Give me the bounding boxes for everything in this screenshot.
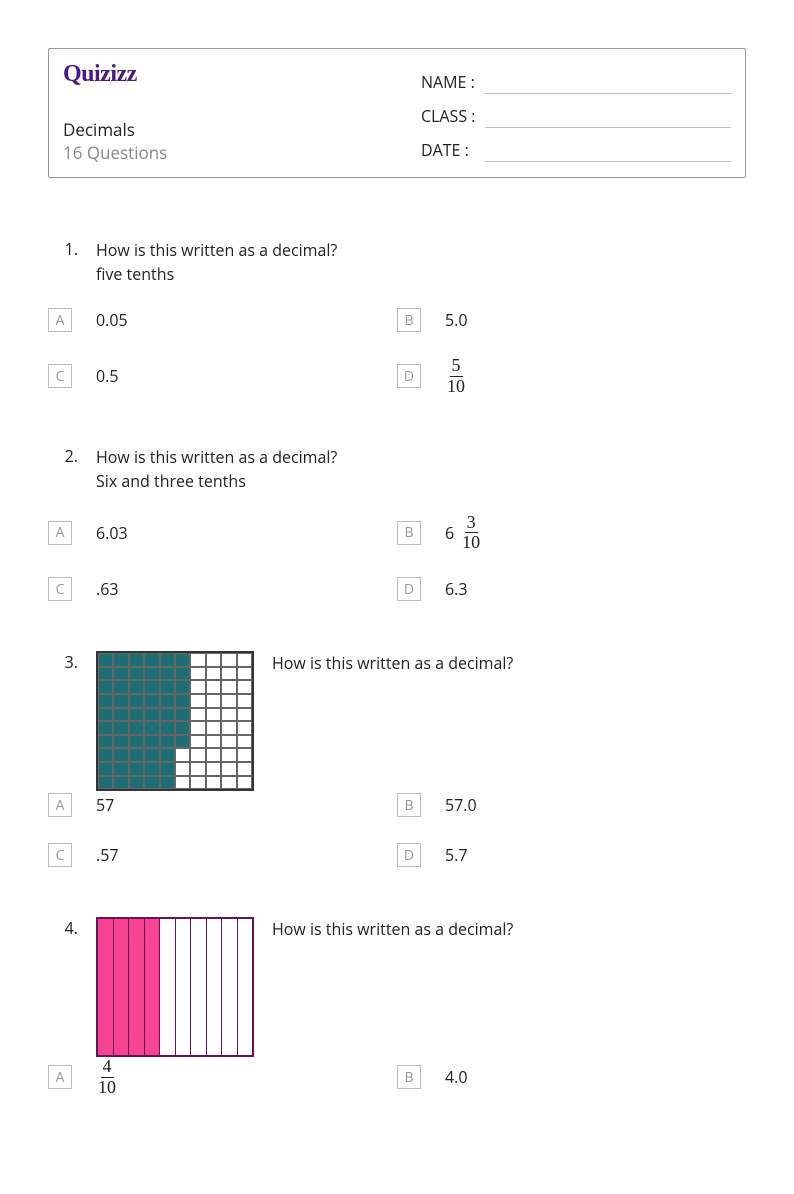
question-body: How is this written as a decimal? xyxy=(96,651,746,791)
answer-letter: D xyxy=(397,843,421,867)
answer-option[interactable]: B 6310 xyxy=(397,513,746,554)
answer-option[interactable]: A 0.05 xyxy=(48,306,397,334)
answer-text: 57.0 xyxy=(445,794,477,816)
answer-option[interactable]: C 0.5 xyxy=(48,356,397,397)
question: 3. How is this written as a decimal? A 57 B 5… xyxy=(48,651,746,891)
header-box: Quizizz Decimals 16 Questions NAME : CLAS… xyxy=(48,48,746,178)
answer-option[interactable]: B 57.0 xyxy=(397,791,746,819)
question-image xyxy=(96,917,254,1057)
answer-letter: A xyxy=(48,1065,72,1089)
question-number: 1. xyxy=(48,238,96,306)
question-body: How is this written as a decimal?five te… xyxy=(96,238,746,306)
field-row: CLASS : xyxy=(421,99,731,133)
fraction: 410 xyxy=(96,1057,118,1098)
answer-letter: B xyxy=(397,1065,421,1089)
answers: A 6.03 B 6310 C .63 D 6.3 xyxy=(48,513,746,626)
answer-letter: D xyxy=(397,364,421,388)
fraction: 510 xyxy=(445,356,467,397)
answer-letter: A xyxy=(48,308,72,332)
answers: A 0.05 B 5.0 C 0.5 D 510 xyxy=(48,306,746,419)
answer-option[interactable]: B 5.0 xyxy=(397,306,746,334)
question-number: 4. xyxy=(48,917,96,1057)
answer-letter: A xyxy=(48,521,72,545)
question: 2.How is this written as a decimal?Six a… xyxy=(48,445,746,626)
answer-text: .63 xyxy=(96,578,119,600)
question-text: How is this written as a decimal? xyxy=(272,917,513,1037)
answer-letter: B xyxy=(397,793,421,817)
answer-option[interactable]: C .57 xyxy=(48,841,397,869)
logo: Quizizz xyxy=(63,61,421,88)
answer-text: 6.3 xyxy=(445,578,468,600)
field-label: NAME : xyxy=(421,71,481,93)
answer-option[interactable]: D 510 xyxy=(397,356,746,397)
question-body: How is this written as a decimal?Six and… xyxy=(96,445,746,513)
question-number: 3. xyxy=(48,651,96,791)
answer-option[interactable]: C .63 xyxy=(48,575,397,603)
answer-text: 4.0 xyxy=(445,1066,468,1088)
field-row: NAME : xyxy=(421,65,731,99)
answer-letter: A xyxy=(48,793,72,817)
field-line[interactable] xyxy=(485,104,731,128)
question: 4. How is this written as a decimal? A 410 B… xyxy=(48,917,746,1120)
question-body: How is this written as a decimal? xyxy=(96,917,746,1057)
question-text: How is this written as a decimal? xyxy=(272,651,513,771)
answer-letter: D xyxy=(397,577,421,601)
field-label: DATE : xyxy=(421,139,481,161)
answer-option[interactable]: A 6.03 xyxy=(48,513,397,554)
answer-text: 5.0 xyxy=(445,309,468,331)
answer-option[interactable]: A 410 xyxy=(48,1057,397,1098)
answer-option[interactable]: A 57 xyxy=(48,791,397,819)
answers: A 410 B 4.0 xyxy=(48,1057,746,1120)
answer-letter: C xyxy=(48,843,72,867)
question-number: 2. xyxy=(48,445,96,513)
questions-container: 1.How is this written as a decimal?five … xyxy=(48,238,746,1120)
answer-text: 0.05 xyxy=(96,309,128,331)
field-row: DATE : xyxy=(421,133,731,167)
answer-option[interactable]: B 4.0 xyxy=(397,1057,746,1098)
quiz-subtitle: 16 Questions xyxy=(63,141,421,164)
answer-option[interactable]: D 5.7 xyxy=(397,841,746,869)
answer-letter: C xyxy=(48,577,72,601)
field-label: CLASS : xyxy=(421,105,481,127)
answer-text: 6.03 xyxy=(96,522,128,544)
question-text: How is this written as a decimal?Six and… xyxy=(96,445,746,493)
answer-letter: C xyxy=(48,364,72,388)
answer-letter: B xyxy=(397,308,421,332)
header-fields: NAME : CLASS : DATE : xyxy=(421,61,731,167)
field-line[interactable] xyxy=(485,70,731,94)
quiz-title: Decimals xyxy=(63,118,421,141)
field-line[interactable] xyxy=(485,138,731,162)
question-image xyxy=(96,651,254,791)
mixed-number: 6310 xyxy=(445,513,482,554)
answer-text: 5.7 xyxy=(445,844,468,866)
question-text: How is this written as a decimal?five te… xyxy=(96,238,746,286)
answer-letter: B xyxy=(397,521,421,545)
answer-text: 0.5 xyxy=(96,365,119,387)
hundred-grid xyxy=(96,651,254,791)
tenth-bars xyxy=(96,917,254,1057)
answer-text: .57 xyxy=(96,844,119,866)
answer-text: 57 xyxy=(96,794,114,816)
answer-option[interactable]: D 6.3 xyxy=(397,575,746,603)
question: 1.How is this written as a decimal?five … xyxy=(48,238,746,419)
answers: A 57 B 57.0 C .57 D 5.7 xyxy=(48,791,746,891)
